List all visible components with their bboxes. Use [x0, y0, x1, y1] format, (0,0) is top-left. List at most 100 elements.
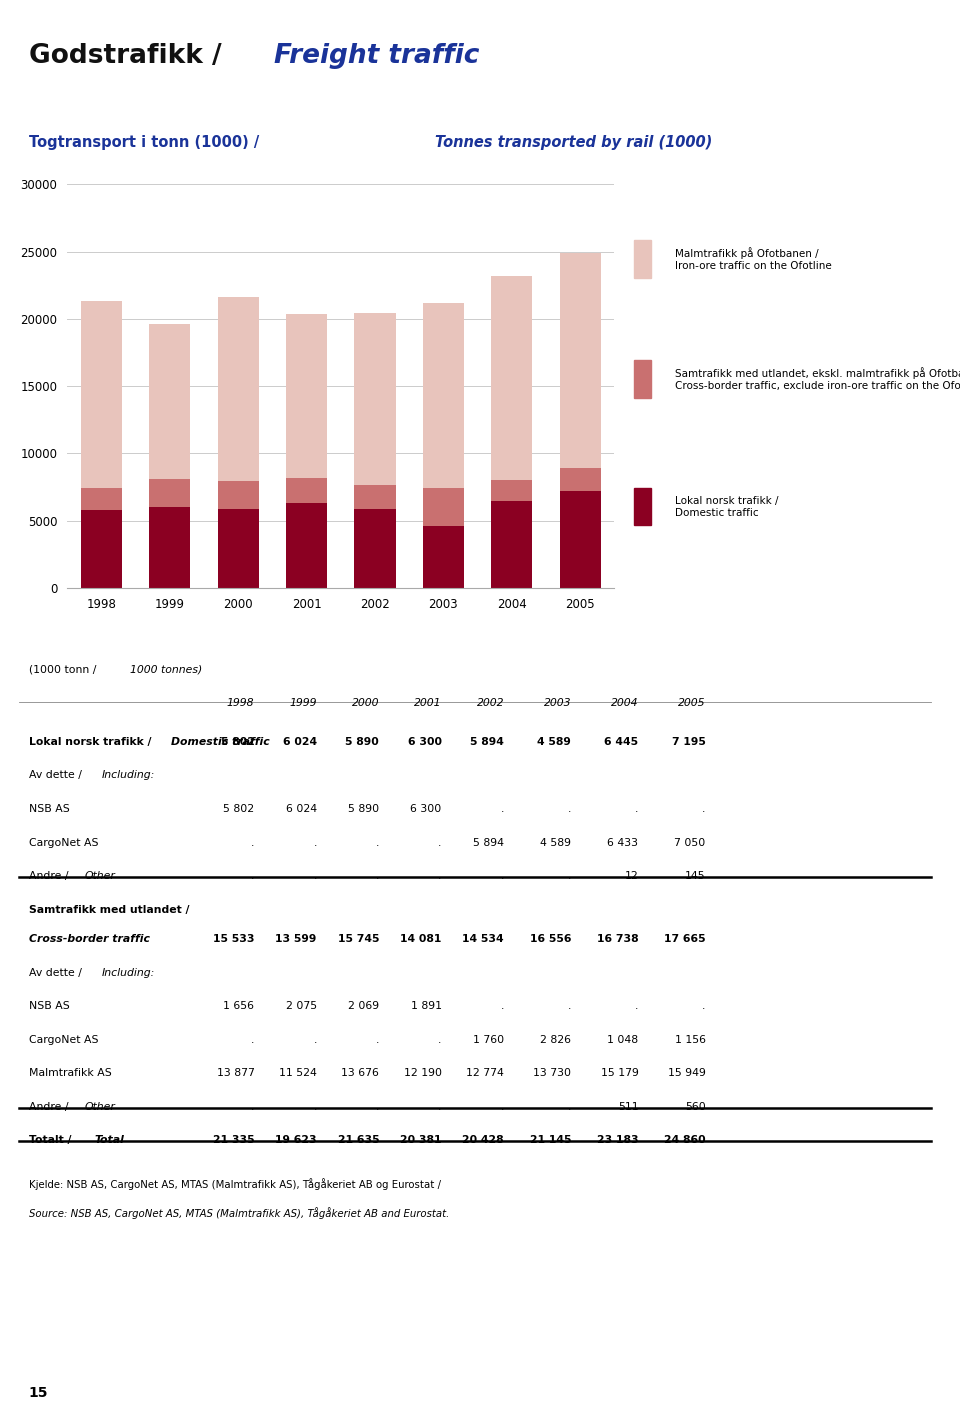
Text: 14 081: 14 081: [400, 934, 442, 944]
Text: 15 533: 15 533: [213, 934, 254, 944]
Bar: [81, 510, 122, 588]
Text: 1 156: 1 156: [675, 1034, 706, 1044]
Text: Av dette /: Av dette /: [29, 771, 85, 781]
Text: 2 075: 2 075: [286, 1000, 317, 1012]
Text: 6 445: 6 445: [604, 737, 638, 747]
Text: .: .: [567, 1000, 571, 1012]
Bar: [634, 487, 651, 526]
Text: .: .: [251, 837, 254, 847]
Text: 1 656: 1 656: [224, 1000, 254, 1012]
Text: (1000 tonn /: (1000 tonn /: [29, 665, 100, 674]
Text: CargoNet AS: CargoNet AS: [29, 1034, 98, 1044]
Bar: [560, 254, 601, 468]
Text: Totalt /: Totalt /: [29, 1135, 75, 1145]
Text: 2 069: 2 069: [348, 1000, 379, 1012]
Text: Kjelde: NSB AS, CargoNet AS, MTAS (Malmtrafikk AS), Tågåkeriet AB og Eurostat /: Kjelde: NSB AS, CargoNet AS, MTAS (Malmt…: [29, 1178, 441, 1190]
Text: 14 534: 14 534: [463, 934, 504, 944]
Bar: [492, 480, 532, 502]
Text: 5 802: 5 802: [224, 803, 254, 813]
Text: 4 589: 4 589: [538, 737, 571, 747]
Text: .: .: [567, 803, 571, 813]
Text: 2003: 2003: [543, 699, 571, 708]
Text: .: .: [313, 871, 317, 881]
Text: .: .: [438, 1101, 442, 1111]
Bar: [422, 526, 464, 588]
Bar: [218, 480, 258, 509]
Text: .: .: [313, 1034, 317, 1044]
Text: 21 145: 21 145: [530, 1135, 571, 1145]
Text: Freight traffic: Freight traffic: [275, 43, 480, 69]
Bar: [149, 479, 190, 507]
Text: 16 738: 16 738: [597, 934, 638, 944]
Text: Cross-border traffic: Cross-border traffic: [29, 934, 150, 944]
Text: .: .: [313, 837, 317, 847]
Text: 2005: 2005: [678, 699, 706, 708]
Text: Tonnes transported by rail (1000): Tonnes transported by rail (1000): [435, 135, 712, 150]
Text: 5 894: 5 894: [473, 837, 504, 847]
Text: Malmtrafikk på Ofotbanen / 
Iron-ore traffic on the Ofotline: Malmtrafikk på Ofotbanen / Iron-ore traf…: [675, 247, 831, 271]
Text: 12 774: 12 774: [467, 1068, 504, 1078]
Text: 20 428: 20 428: [463, 1135, 504, 1145]
Text: 5 890: 5 890: [348, 803, 379, 813]
Text: 2004: 2004: [611, 699, 638, 708]
Text: Other: Other: [84, 871, 115, 881]
Text: 16 556: 16 556: [530, 934, 571, 944]
Text: 13 877: 13 877: [217, 1068, 254, 1078]
Text: 5 890: 5 890: [346, 737, 379, 747]
Text: 15 179: 15 179: [601, 1068, 638, 1078]
Text: 12: 12: [625, 871, 638, 881]
Text: 1 891: 1 891: [411, 1000, 442, 1012]
Bar: [354, 485, 396, 509]
Text: 1999: 1999: [289, 699, 317, 708]
Text: 13 730: 13 730: [533, 1068, 571, 1078]
Bar: [492, 502, 532, 588]
Text: 560: 560: [684, 1101, 706, 1111]
Text: Total: Total: [94, 1135, 124, 1145]
Text: 19 623: 19 623: [276, 1135, 317, 1145]
Bar: [560, 468, 601, 492]
Text: 2001: 2001: [414, 699, 442, 708]
Text: .: .: [438, 1034, 442, 1044]
Text: 13 599: 13 599: [276, 934, 317, 944]
Text: 4 589: 4 589: [540, 837, 571, 847]
Text: .: .: [500, 803, 504, 813]
Text: .: .: [375, 871, 379, 881]
Text: 21 335: 21 335: [213, 1135, 254, 1145]
Text: .: .: [375, 1034, 379, 1044]
Text: 13 676: 13 676: [342, 1068, 379, 1078]
Text: 5 894: 5 894: [470, 737, 504, 747]
Text: Samtrafikk med utlandet /: Samtrafikk med utlandet /: [29, 904, 189, 914]
Text: 7 195: 7 195: [672, 737, 706, 747]
Bar: [286, 503, 327, 588]
Text: 15 745: 15 745: [338, 934, 379, 944]
Text: .: .: [251, 1101, 254, 1111]
Text: NSB AS: NSB AS: [29, 803, 69, 813]
Text: Samtrafikk med utlandet, ekskl. malmtrafikk på Ofotbanen / 
Cross-border traffic: Samtrafikk med utlandet, ekskl. malmtraf…: [675, 367, 960, 391]
Text: 6 024: 6 024: [286, 803, 317, 813]
Bar: [149, 324, 190, 479]
Text: NSB AS: NSB AS: [29, 1000, 69, 1012]
Text: .: .: [375, 837, 379, 847]
Bar: [149, 507, 190, 588]
Bar: [634, 239, 651, 278]
Text: .: .: [375, 1101, 379, 1111]
Bar: [218, 509, 258, 588]
Text: 21 635: 21 635: [338, 1135, 379, 1145]
Text: .: .: [438, 871, 442, 881]
Text: Lokal norsk trafikk /: Lokal norsk trafikk /: [29, 737, 156, 747]
Text: 12 190: 12 190: [403, 1068, 442, 1078]
Bar: [286, 478, 327, 503]
Text: 1998: 1998: [227, 699, 254, 708]
Bar: [354, 509, 396, 588]
Text: .: .: [702, 1000, 706, 1012]
Text: CargoNet AS: CargoNet AS: [29, 837, 98, 847]
Text: 15: 15: [29, 1386, 48, 1400]
Text: 20 381: 20 381: [400, 1135, 442, 1145]
Text: 1 048: 1 048: [608, 1034, 638, 1044]
Bar: [560, 492, 601, 588]
Text: .: .: [251, 871, 254, 881]
Bar: [354, 313, 396, 485]
Bar: [492, 276, 532, 480]
Text: 2 826: 2 826: [540, 1034, 571, 1044]
Bar: [81, 300, 122, 487]
